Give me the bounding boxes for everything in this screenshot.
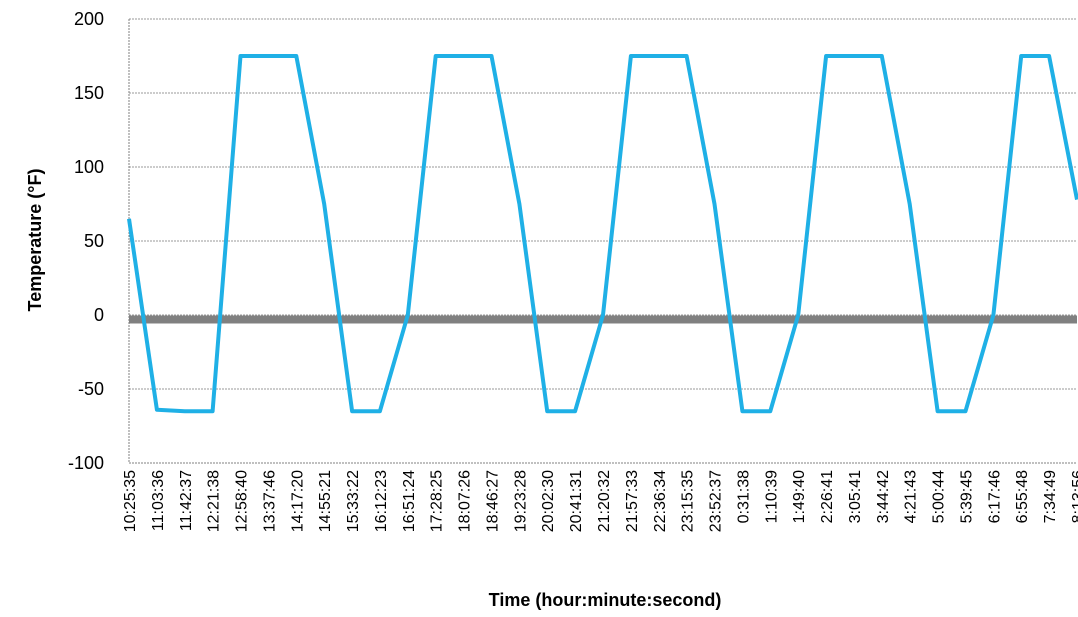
x-axis-title: Time (hour:minute:second) xyxy=(489,590,722,610)
series-lines xyxy=(127,54,1078,414)
x-tick-label: 14:55:21 xyxy=(317,470,334,532)
x-tick-label: 1:49:40 xyxy=(791,470,808,523)
x-tick-label: 11:03:36 xyxy=(150,470,167,531)
x-tick-labels: 10:25:35 11:03:36 11:42:37 12:21:38 12:58:40… xyxy=(122,470,1078,532)
x-tick-label: 20:41:31 xyxy=(568,470,585,532)
y-tick-label: 100 xyxy=(74,157,104,177)
x-tick-label: 8:13:56 xyxy=(1070,470,1078,523)
y-tick-label: 50 xyxy=(84,231,104,251)
x-tick-label: 2:26:41 xyxy=(819,470,836,523)
x-tick-label: 6:55:48 xyxy=(1014,470,1031,523)
x-tick-label: 7:34:49 xyxy=(1042,470,1059,523)
x-tick-label: 12:21:38 xyxy=(206,470,223,532)
x-tick-label: 17:28:25 xyxy=(429,470,446,532)
x-tick-label: 16:12:23 xyxy=(373,470,390,532)
axes xyxy=(128,19,1077,464)
x-tick-label: 14:17:20 xyxy=(289,470,306,532)
gridlines xyxy=(129,18,1077,390)
x-tick-label: 18:07:26 xyxy=(457,470,474,532)
x-tick-label: 6:17:46 xyxy=(986,470,1003,523)
y-tick-labels: 200 150 100 50 0 -50 -100 xyxy=(68,9,104,473)
y-tick-label: 0 xyxy=(94,305,104,325)
x-tick-label: 1:10:39 xyxy=(763,470,780,523)
x-tick-label: 21:20:32 xyxy=(596,470,613,532)
x-tick-label: 12:58:40 xyxy=(234,470,251,532)
x-tick-label: 21:57:33 xyxy=(624,470,641,532)
x-tick-label: 20:02:30 xyxy=(540,470,557,532)
x-tick-label: 3:44:42 xyxy=(875,470,892,523)
y-tick-label: 150 xyxy=(74,83,104,103)
x-tick-label: 11:42:37 xyxy=(178,470,195,531)
y-tick-label: 200 xyxy=(74,9,104,29)
x-tick-label: 23:52:37 xyxy=(708,470,725,532)
x-tick-label: 5:39:45 xyxy=(959,470,976,523)
y-tick-label: -100 xyxy=(68,453,104,473)
x-tick-label: 10:25:35 xyxy=(122,470,139,532)
x-tick-label: 15:33:22 xyxy=(345,470,362,532)
y-tick-label: -50 xyxy=(78,379,104,399)
x-tick-label: 13:37:46 xyxy=(261,470,278,532)
x-tick-label: 16:51:24 xyxy=(401,470,418,532)
x-tick-label: 19:23:28 xyxy=(512,470,529,532)
x-tick-label: 4:21:43 xyxy=(903,470,920,523)
x-tick-label: 23:15:35 xyxy=(680,470,697,532)
x-tick-label: 22:36:34 xyxy=(652,470,669,532)
x-tick-label: 0:31:38 xyxy=(735,470,752,523)
x-tick-label: 5:00:44 xyxy=(931,470,948,523)
y-axis-title: Temperature (°F) xyxy=(25,169,45,312)
x-tick-label: 3:05:41 xyxy=(847,470,864,523)
series-line-temperature xyxy=(127,54,1078,414)
x-tick-label: 18:46:27 xyxy=(485,470,502,532)
